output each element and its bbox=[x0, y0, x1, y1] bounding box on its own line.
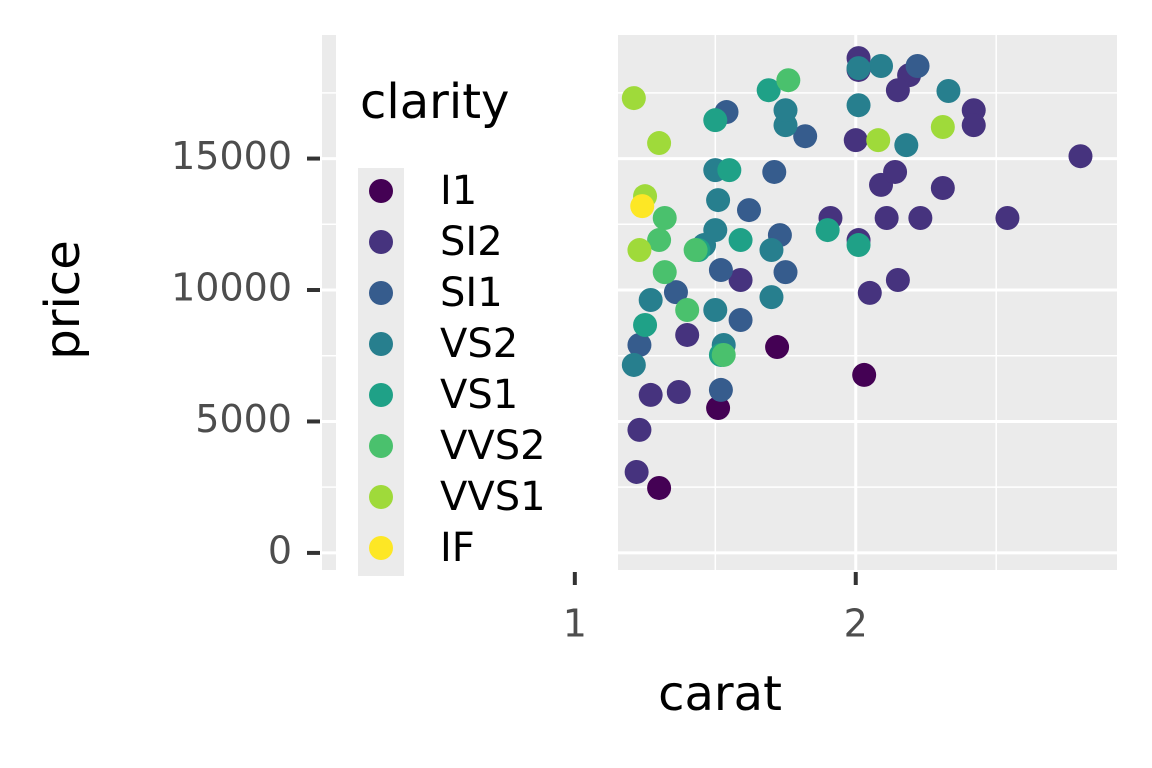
legend-key bbox=[369, 383, 393, 407]
point bbox=[647, 228, 672, 253]
point bbox=[874, 205, 899, 230]
point bbox=[961, 113, 986, 138]
point bbox=[728, 307, 753, 332]
legend-key bbox=[369, 536, 393, 560]
point bbox=[908, 205, 933, 230]
legend-label: VS1 bbox=[440, 372, 518, 418]
point bbox=[711, 342, 736, 367]
point bbox=[666, 380, 691, 405]
point bbox=[728, 228, 753, 253]
y-tick-label: 10000 bbox=[171, 266, 292, 310]
point bbox=[866, 128, 891, 153]
legend-key bbox=[369, 485, 393, 509]
point bbox=[759, 285, 784, 310]
y-tick-label: 5000 bbox=[195, 397, 292, 441]
point bbox=[638, 288, 663, 313]
point bbox=[815, 218, 840, 243]
point bbox=[663, 280, 688, 305]
legend-label: VS2 bbox=[440, 321, 518, 367]
point bbox=[647, 475, 672, 500]
legend-key bbox=[369, 332, 393, 356]
point bbox=[930, 176, 955, 201]
legend-key bbox=[369, 434, 393, 458]
point bbox=[793, 124, 818, 149]
point bbox=[675, 322, 700, 347]
point bbox=[703, 108, 728, 133]
point bbox=[652, 260, 677, 285]
point bbox=[627, 238, 652, 263]
point bbox=[843, 128, 868, 153]
y-axis-title: price bbox=[35, 240, 91, 359]
point bbox=[652, 205, 677, 230]
point bbox=[627, 332, 652, 357]
point bbox=[936, 78, 961, 103]
point bbox=[995, 205, 1020, 230]
point bbox=[708, 258, 733, 283]
legend-label: I1 bbox=[440, 168, 477, 214]
legend-label: VVS2 bbox=[440, 423, 546, 469]
point bbox=[638, 382, 663, 407]
point bbox=[621, 352, 646, 377]
y-tick-label: 0 bbox=[268, 528, 292, 572]
point bbox=[846, 233, 871, 258]
point bbox=[675, 297, 700, 322]
point bbox=[846, 56, 871, 81]
point bbox=[883, 159, 908, 184]
legend-label: VVS1 bbox=[440, 474, 546, 520]
point bbox=[852, 362, 877, 387]
point bbox=[683, 238, 708, 263]
point bbox=[869, 54, 894, 79]
point bbox=[930, 115, 955, 140]
x-tick-label: 1 bbox=[563, 602, 587, 646]
y-tick-label: 15000 bbox=[171, 134, 292, 178]
point bbox=[706, 188, 731, 213]
point bbox=[717, 158, 742, 183]
point bbox=[728, 268, 753, 293]
point bbox=[894, 133, 919, 158]
point bbox=[703, 297, 728, 322]
point bbox=[846, 93, 871, 118]
point bbox=[630, 194, 655, 219]
legend-key-background bbox=[358, 168, 404, 576]
point bbox=[706, 396, 731, 421]
x-axis-title: carat bbox=[658, 666, 782, 722]
point bbox=[708, 377, 733, 402]
point bbox=[759, 238, 784, 263]
legend-label: SI2 bbox=[440, 219, 503, 265]
point bbox=[776, 68, 801, 93]
point bbox=[647, 131, 672, 156]
point bbox=[624, 459, 649, 484]
point bbox=[773, 260, 798, 285]
x-tick-label: 2 bbox=[844, 602, 868, 646]
legend-label: IF bbox=[440, 525, 475, 571]
point bbox=[765, 335, 790, 360]
point bbox=[885, 268, 910, 293]
point bbox=[1068, 144, 1093, 169]
legend-key bbox=[369, 281, 393, 305]
point bbox=[627, 417, 652, 442]
legend-key bbox=[369, 230, 393, 254]
legend-label: SI1 bbox=[440, 270, 503, 316]
point bbox=[633, 312, 658, 337]
point bbox=[885, 78, 910, 103]
point bbox=[756, 78, 781, 103]
point bbox=[762, 159, 787, 184]
point bbox=[905, 54, 930, 79]
point bbox=[621, 86, 646, 111]
point bbox=[773, 98, 798, 123]
point bbox=[736, 198, 761, 223]
legend-title: clarity bbox=[360, 74, 509, 130]
point bbox=[857, 280, 882, 305]
legend-key bbox=[369, 179, 393, 203]
